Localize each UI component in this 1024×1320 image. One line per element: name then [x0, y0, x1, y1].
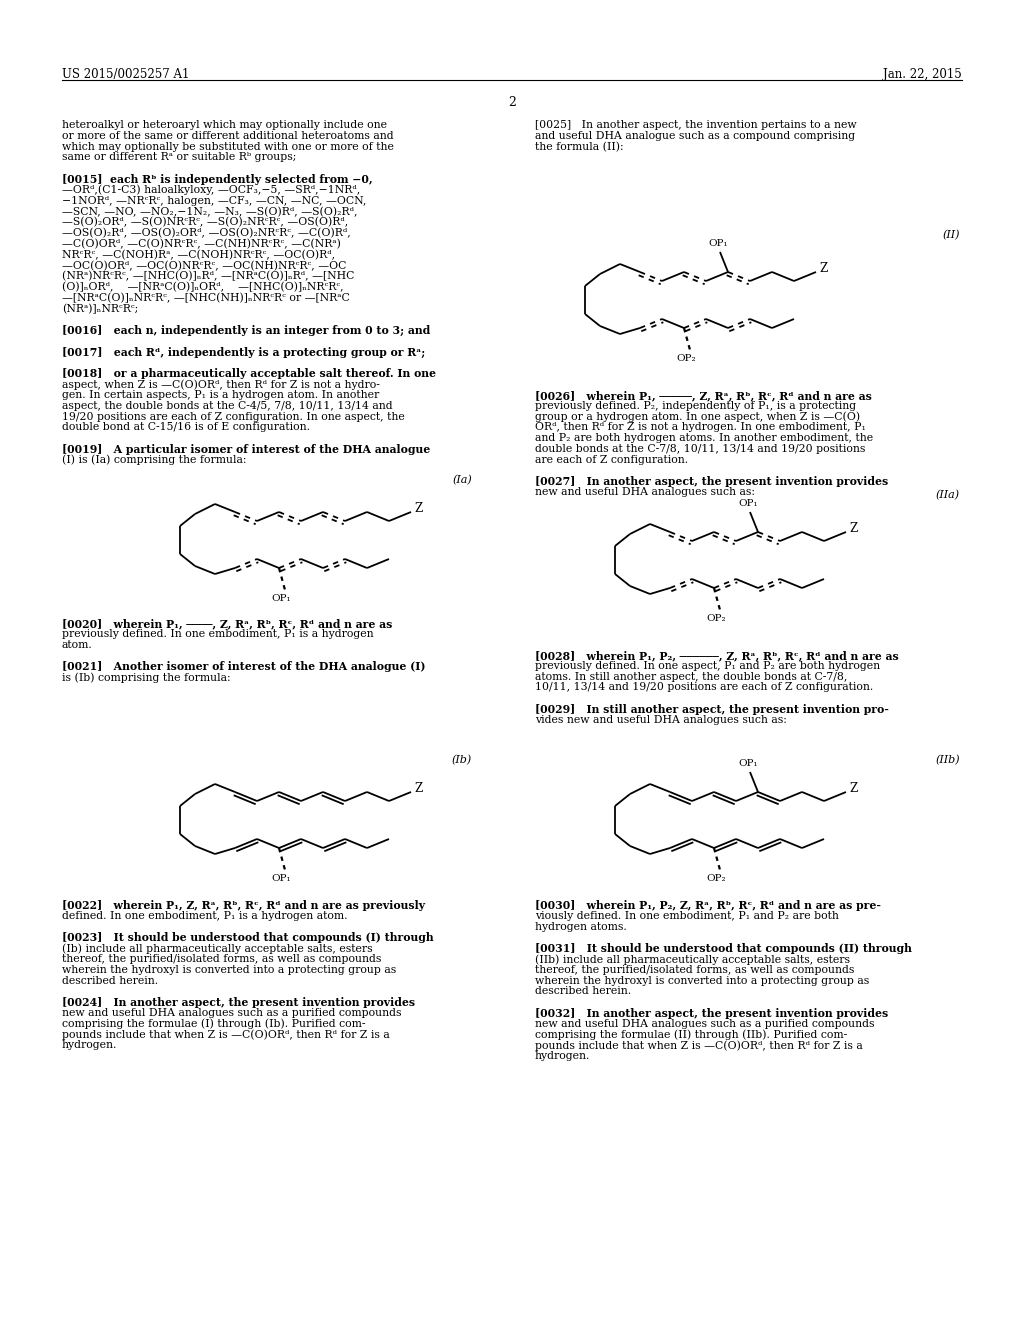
Text: previously defined. In one embodiment, P₁ is a hydrogen: previously defined. In one embodiment, P… [62, 628, 374, 639]
Text: hydrogen.: hydrogen. [62, 1040, 118, 1051]
Text: [0025]   In another aspect, the invention pertains to a new: [0025] In another aspect, the invention … [535, 120, 857, 129]
Text: [0023]   It should be understood that compounds (I) through: [0023] It should be understood that comp… [62, 932, 433, 944]
Text: Z: Z [849, 783, 857, 796]
Text: hydrogen.: hydrogen. [535, 1051, 591, 1061]
Text: and P₂ are both hydrogen atoms. In another embodiment, the: and P₂ are both hydrogen atoms. In anoth… [535, 433, 873, 444]
Text: described herein.: described herein. [62, 975, 158, 986]
Text: [0024]   In another aspect, the present invention provides: [0024] In another aspect, the present in… [62, 997, 415, 1008]
Text: [0019]   A particular isomer of interest of the DHA analogue: [0019] A particular isomer of interest o… [62, 444, 430, 455]
Text: (IIa): (IIa) [936, 490, 961, 500]
Text: NRᶜRᶜ, —C(NOH)Rᵃ, —C(NOH)NRᶜRᶜ, —OC(O)Rᵈ,: NRᶜRᶜ, —C(NOH)Rᵃ, —C(NOH)NRᶜRᶜ, —OC(O)Rᵈ… [62, 249, 335, 260]
Text: atoms. In still another aspect, the double bonds at C-7/8,: atoms. In still another aspect, the doub… [535, 672, 848, 681]
Text: same or different Rᵃ or suitable Rᵇ groups;: same or different Rᵃ or suitable Rᵇ grou… [62, 152, 296, 162]
Text: OP₂: OP₂ [707, 614, 726, 623]
Text: previously defined. P₂, independently of P₁, is a protecting: previously defined. P₂, independently of… [535, 401, 856, 411]
Text: comprising the formulae (I) through (Ib). Purified com-: comprising the formulae (I) through (Ib)… [62, 1019, 366, 1030]
Text: heteroalkyl or heteroaryl which may optionally include one: heteroalkyl or heteroaryl which may opti… [62, 120, 387, 129]
Text: (IIb) include all pharmaceutically acceptable salts, esters: (IIb) include all pharmaceutically accep… [535, 954, 850, 965]
Text: —[NRᵃC(O)]ₙNRᶜRᶜ, —[NHC(NH)]ₙNRᶜRᶜ or —[NRᵃC: —[NRᵃC(O)]ₙNRᶜRᶜ, —[NHC(NH)]ₙNRᶜRᶜ or —[… [62, 293, 350, 304]
Text: [0032]   In another aspect, the present invention provides: [0032] In another aspect, the present in… [535, 1008, 888, 1019]
Text: pounds include that when Z is —C(O)ORᵈ, then Rᵈ for Z is a: pounds include that when Z is —C(O)ORᵈ, … [535, 1040, 863, 1051]
Text: OP₁: OP₁ [738, 499, 758, 508]
Text: OP₂: OP₂ [707, 874, 726, 883]
Text: [0021]   Another isomer of interest of the DHA analogue (I): [0021] Another isomer of interest of the… [62, 661, 426, 672]
Text: [0022]   wherein P₁, Z, Rᵃ, Rᵇ, Rᶜ, Rᵈ and n are as previously: [0022] wherein P₁, Z, Rᵃ, Rᵇ, Rᶜ, Rᵈ and… [62, 900, 425, 911]
Text: OP₂: OP₂ [676, 354, 696, 363]
Text: 10/11, 13/14 and 19/20 positions are each of Z configuration.: 10/11, 13/14 and 19/20 positions are eac… [535, 682, 873, 693]
Text: Z: Z [414, 503, 422, 516]
Text: defined. In one embodiment, P₁ is a hydrogen atom.: defined. In one embodiment, P₁ is a hydr… [62, 911, 347, 921]
Text: [0016]   each n, independently is an integer from 0 to 3; and: [0016] each n, independently is an integ… [62, 325, 430, 337]
Text: aspect, when Z is —C(O)ORᵈ, then Rᵈ for Z is not a hydro-: aspect, when Z is —C(O)ORᵈ, then Rᵈ for … [62, 379, 380, 389]
Text: the formula (II):: the formula (II): [535, 141, 624, 152]
Text: (NRᵃ)NRᶜRᶜ, —[NHC(O)]ₙRᵈ, —[NRᵃC(O)]ₙRᵈ, —[NHC: (NRᵃ)NRᶜRᶜ, —[NHC(O)]ₙRᵈ, —[NRᵃC(O)]ₙRᵈ,… [62, 271, 354, 281]
Text: [0026]   wherein P₁, ─────, Z, Rᵃ, Rᵇ, Rᶜ, Rᵈ and n are as: [0026] wherein P₁, ─────, Z, Rᵃ, Rᵇ, Rᶜ,… [535, 389, 871, 401]
Text: —OC(O)ORᵈ, —OC(O)NRᶜRᶜ, —OC(NH)NRᶜRᶜ, —OC: —OC(O)ORᵈ, —OC(O)NRᶜRᶜ, —OC(NH)NRᶜRᶜ, —O… [62, 260, 346, 271]
Text: atom.: atom. [62, 640, 93, 649]
Text: is (Ib) comprising the formula:: is (Ib) comprising the formula: [62, 672, 230, 682]
Text: [0028]   wherein P₁, P₂, ──────, Z, Rᵃ, Rᵇ, Rᶜ, Rᵈ and n are as: [0028] wherein P₁, P₂, ──────, Z, Rᵃ, Rᵇ… [535, 649, 899, 661]
Text: hydrogen atoms.: hydrogen atoms. [535, 921, 627, 932]
Text: [0029]   In still another aspect, the present invention pro-: [0029] In still another aspect, the pres… [535, 704, 889, 715]
Text: double bonds at the C-7/8, 10/11, 13/14 and 19/20 positions: double bonds at the C-7/8, 10/11, 13/14 … [535, 444, 865, 454]
Text: Z: Z [819, 263, 827, 276]
Text: thereof, the purified/isolated forms, as well as compounds: thereof, the purified/isolated forms, as… [62, 954, 381, 964]
Text: [0017]   each Rᵈ, independently is a protecting group or Rᵃ;: [0017] each Rᵈ, independently is a prote… [62, 347, 425, 358]
Text: (O)]ₙORᵈ,    —[NRᵃC(O)]ₙORᵈ,    —[NHC(O)]ₙNRᶜRᶜ,: (O)]ₙORᵈ, —[NRᵃC(O)]ₙORᵈ, —[NHC(O)]ₙNRᶜR… [62, 282, 344, 292]
Text: −1NORᵈ, —NRᶜRᶜ, halogen, —CF₃, —CN, —NC, —OCN,: −1NORᵈ, —NRᶜRᶜ, halogen, —CF₃, —CN, —NC,… [62, 195, 367, 206]
Text: —OS(O)₂Rᵈ, —OS(O)₂ORᵈ, —OS(O)₂NRᶜRᶜ, —C(O)Rᵈ,: —OS(O)₂Rᵈ, —OS(O)₂ORᵈ, —OS(O)₂NRᶜRᶜ, —C(… [62, 228, 351, 239]
Text: ORᵈ, then Rᵈ for Z is not a hydrogen. In one embodiment, P₁: ORᵈ, then Rᵈ for Z is not a hydrogen. In… [535, 422, 866, 433]
Text: gen. In certain aspects, P₁ is a hydrogen atom. In another: gen. In certain aspects, P₁ is a hydroge… [62, 389, 379, 400]
Text: previously defined. In one aspect, P₁ and P₂ are both hydrogen: previously defined. In one aspect, P₁ an… [535, 661, 880, 671]
Text: —ORᵈ,(C1-C3) haloalkyloxy, —OCF₃,−5, —SRᵈ,−1NRᵈ,: —ORᵈ,(C1-C3) haloalkyloxy, —OCF₃,−5, —SR… [62, 185, 360, 195]
Text: (Ib) include all pharmaceutically acceptable salts, esters: (Ib) include all pharmaceutically accept… [62, 944, 373, 954]
Text: Z: Z [849, 523, 857, 536]
Text: new and useful DHA analogues such as:: new and useful DHA analogues such as: [535, 487, 755, 498]
Text: or more of the same or different additional heteroatoms and: or more of the same or different additio… [62, 131, 393, 141]
Text: —SCN, —NO, —NO₂,−1N₂, —N₃, —S(O)Rᵈ, —S(O)₂Rᵈ,: —SCN, —NO, —NO₂,−1N₂, —N₃, —S(O)Rᵈ, —S(O… [62, 206, 357, 216]
Text: OP₁: OP₁ [271, 594, 291, 603]
Text: [0027]   In another aspect, the present invention provides: [0027] In another aspect, the present in… [535, 477, 888, 487]
Text: OP₁: OP₁ [271, 874, 291, 883]
Text: new and useful DHA analogues such as a purified compounds: new and useful DHA analogues such as a p… [535, 1019, 874, 1028]
Text: which may optionally be substituted with one or more of the: which may optionally be substituted with… [62, 141, 394, 152]
Text: (Ib): (Ib) [452, 755, 472, 766]
Text: (NRᵃ)]ₙNRᶜRᶜ;: (NRᵃ)]ₙNRᶜRᶜ; [62, 304, 138, 314]
Text: (IIb): (IIb) [935, 755, 961, 766]
Text: are each of Z configuration.: are each of Z configuration. [535, 455, 688, 465]
Text: double bond at C-15/16 is of E configuration.: double bond at C-15/16 is of E configura… [62, 422, 310, 433]
Text: [0020]   wherein P₁, ────, Z, Rᵃ, Rᵇ, Rᶜ, Rᵈ and n are as: [0020] wherein P₁, ────, Z, Rᵃ, Rᵇ, Rᶜ, … [62, 618, 392, 630]
Text: wherein the hydroxyl is converted into a protecting group as: wherein the hydroxyl is converted into a… [535, 975, 869, 986]
Text: OP₁: OP₁ [709, 239, 728, 248]
Text: 2: 2 [508, 96, 516, 110]
Text: aspect, the double bonds at the C-4/5, 7/8, 10/11, 13/14 and: aspect, the double bonds at the C-4/5, 7… [62, 401, 392, 411]
Text: Z: Z [414, 783, 422, 796]
Text: (Ia): (Ia) [453, 475, 472, 486]
Text: thereof, the purified/isolated forms, as well as compounds: thereof, the purified/isolated forms, as… [535, 965, 854, 974]
Text: (I) is (Ia) comprising the formula:: (I) is (Ia) comprising the formula: [62, 455, 247, 466]
Text: —S(O)₂ORᵈ, —S(O)NRᶜRᶜ, —S(O)₂NRᶜRᶜ, —OS(O)Rᵈ,: —S(O)₂ORᵈ, —S(O)NRᶜRᶜ, —S(O)₂NRᶜRᶜ, —OS(… [62, 218, 348, 227]
Text: OP₁: OP₁ [738, 759, 758, 768]
Text: pounds include that when Z is —C(O)ORᵈ, then Rᵈ for Z is a: pounds include that when Z is —C(O)ORᵈ, … [62, 1030, 390, 1040]
Text: [0015]  each Rᵇ is independently selected from −0,: [0015] each Rᵇ is independently selected… [62, 174, 373, 185]
Text: new and useful DHA analogues such as a purified compounds: new and useful DHA analogues such as a p… [62, 1008, 401, 1018]
Text: viously defined. In one embodiment, P₁ and P₂ are both: viously defined. In one embodiment, P₁ a… [535, 911, 839, 921]
Text: 19/20 positions are each of Z configuration. In one aspect, the: 19/20 positions are each of Z configurat… [62, 412, 404, 421]
Text: described herein.: described herein. [535, 986, 631, 997]
Text: wherein the hydroxyl is converted into a protecting group as: wherein the hydroxyl is converted into a… [62, 965, 396, 974]
Text: (II): (II) [942, 230, 961, 240]
Text: comprising the formulae (II) through (IIb). Purified com-: comprising the formulae (II) through (II… [535, 1030, 847, 1040]
Text: [0030]   wherein P₁, P₂, Z, Rᵃ, Rᵇ, Rᶜ, Rᵈ and n are as pre-: [0030] wherein P₁, P₂, Z, Rᵃ, Rᵇ, Rᶜ, Rᵈ… [535, 900, 881, 911]
Text: group or a hydrogen atom. In one aspect, when Z is —C(O): group or a hydrogen atom. In one aspect,… [535, 412, 860, 422]
Text: and useful DHA analogue such as a compound comprising: and useful DHA analogue such as a compou… [535, 131, 855, 141]
Text: Jan. 22, 2015: Jan. 22, 2015 [884, 69, 962, 81]
Text: [0031]   It should be understood that compounds (II) through: [0031] It should be understood that comp… [535, 944, 912, 954]
Text: US 2015/0025257 A1: US 2015/0025257 A1 [62, 69, 189, 81]
Text: [0018]   or a pharmaceutically acceptable salt thereof. In one: [0018] or a pharmaceutically acceptable … [62, 368, 436, 379]
Text: —C(O)ORᵈ, —C(O)NRᶜRᶜ, —C(NH)NRᶜRᶜ, —C(NRᵃ): —C(O)ORᵈ, —C(O)NRᶜRᶜ, —C(NH)NRᶜRᶜ, —C(NR… [62, 239, 341, 249]
Text: vides new and useful DHA analogues such as:: vides new and useful DHA analogues such … [535, 715, 786, 725]
